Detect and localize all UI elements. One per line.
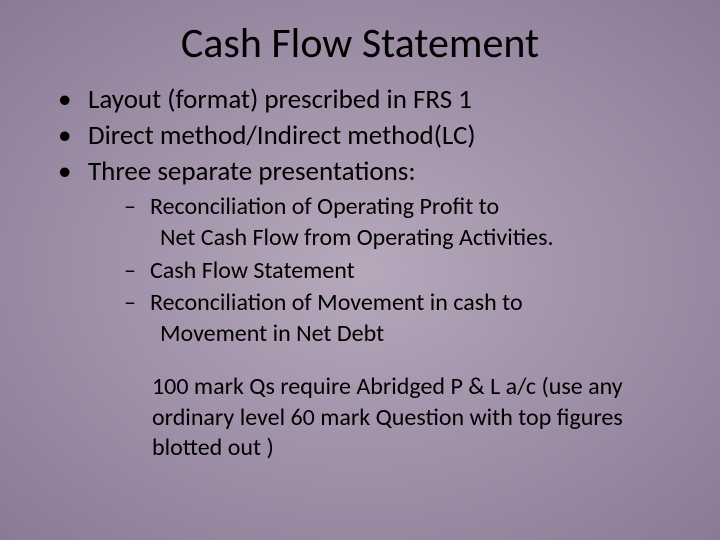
sub-bullet-text-cont: Movement in Net Debt (150, 319, 690, 350)
bullet-text: Direct method/Indirect method(LC) (88, 119, 476, 152)
bullet-text: Three separate presentations: (88, 155, 416, 188)
note-text: 100 mark Qs require Abridged P & L a/c (… (88, 372, 690, 464)
sub-bullet-item: Reconciliation of Operating Profit to Ne… (124, 192, 690, 253)
bullet-list-level2: Reconciliation of Operating Profit to Ne… (88, 192, 690, 350)
sub-bullet-text-cont: Net Cash Flow from Operating Activities. (150, 223, 690, 254)
sub-bullet-item: Cash Flow Statement (124, 256, 690, 287)
bullet-item: Direct method/Indirect method(LC) (58, 119, 690, 153)
slide: Cash Flow Statement Layout (format) pres… (0, 0, 720, 540)
sub-bullet-text: Reconciliation of Operating Profit to (150, 192, 499, 221)
slide-title: Cash Flow Statement (30, 18, 690, 69)
sub-bullet-text: Cash Flow Statement (150, 256, 355, 285)
bullet-list-level1: Layout (format) prescribed in FRS 1 Dire… (30, 83, 690, 464)
bullet-text: Layout (format) prescribed in FRS 1 (88, 83, 472, 116)
sub-bullet-text: Reconciliation of Movement in cash to (150, 288, 523, 317)
sub-bullet-item: Reconciliation of Movement in cash to Mo… (124, 288, 690, 349)
bullet-item: Layout (format) prescribed in FRS 1 (58, 83, 690, 117)
bullet-item: Three separate presentations: Reconcilia… (58, 155, 690, 465)
